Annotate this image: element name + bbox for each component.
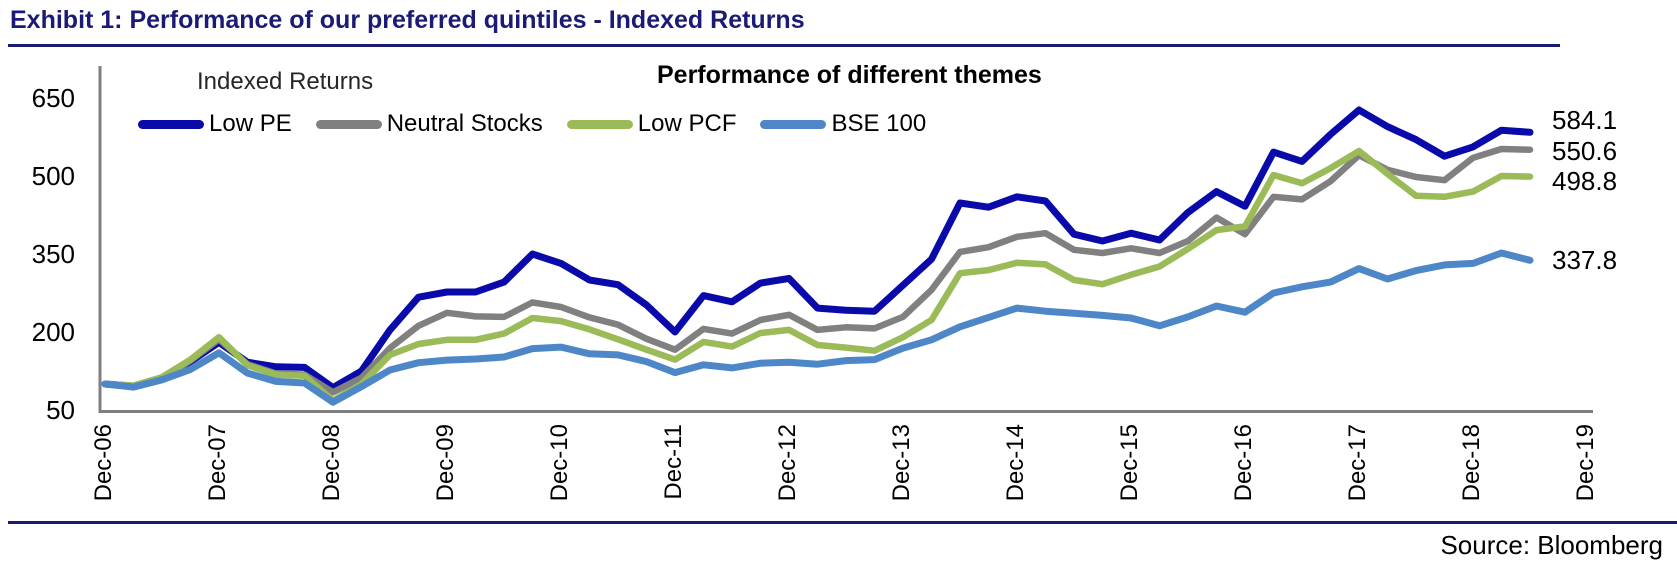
legend-swatch-low-pe [138, 119, 204, 129]
x-tick-label: Dec-17 [1344, 423, 1371, 501]
legend-swatch-low-pcf [566, 119, 633, 129]
legend-label: Neutral Stocks [386, 110, 543, 137]
series-line-neutral-stocks [101, 145, 1534, 396]
x-tick-label: Dec-13 [888, 423, 915, 501]
x-tick-label: Dec-12 [774, 423, 801, 501]
exhibit-title: Exhibit 1: Performance of our preferred … [10, 6, 805, 34]
y-tick-label: 500 [31, 161, 75, 191]
x-tick-label: Dec-09 [432, 423, 459, 501]
legend-label: BSE 100 [831, 110, 927, 137]
source-text: Source: Bloomberg [1440, 530, 1663, 560]
x-tick-label: Dec-18 [1458, 423, 1485, 501]
plot-area [98, 66, 1593, 413]
series-line-low-pe [101, 106, 1534, 392]
y-tick-label: 350 [31, 239, 75, 269]
x-tick-label: Dec-16 [1230, 423, 1257, 501]
end-label-low-pcf: 498.8 [1552, 165, 1618, 196]
axis-caption: Indexed Returns [197, 68, 374, 95]
x-tick-label: Dec-10 [546, 423, 573, 501]
end-label-neutral-stocks: 550.6 [1552, 135, 1618, 166]
chart-area: Indexed Returns Performance of different… [0, 48, 1677, 518]
legend-item-low-pcf: Low PCF [566, 110, 737, 138]
footer-rule [8, 521, 1677, 524]
chart-title: Performance of different themes [657, 61, 1042, 89]
y-tick-label: 50 [46, 395, 75, 425]
legend-item-bse-100: BSE 100 [760, 110, 926, 138]
legend-swatch-bse-100 [760, 119, 827, 129]
end-label-low-pe: 584.1 [1552, 105, 1618, 136]
legend: Low PE Neutral Stocks Low PCF BSE 100 [138, 110, 950, 138]
x-tick-label: Dec-08 [318, 423, 345, 501]
y-tick-label: 650 [31, 83, 75, 113]
series-line-bse-100 [101, 249, 1534, 406]
x-tick-label: Dec-06 [90, 423, 117, 501]
legend-label: Low PCF [637, 110, 737, 137]
x-tick-label: Dec-11 [660, 423, 687, 500]
x-tick-label: Dec-07 [204, 423, 231, 501]
x-tick-label: Dec-19 [1572, 423, 1599, 501]
legend-item-neutral-stocks: Neutral Stocks [315, 110, 543, 138]
legend-label: Low PE [209, 110, 292, 137]
x-tick-label: Dec-14 [1002, 423, 1029, 501]
legend-swatch-neutral-stocks [315, 119, 382, 129]
end-label-bse-100: 337.8 [1552, 245, 1618, 276]
legend-item-low-pe: Low PE [138, 110, 292, 138]
title-underline [8, 44, 1560, 47]
y-tick-label: 200 [31, 317, 75, 347]
x-tick-label: Dec-15 [1116, 423, 1143, 501]
